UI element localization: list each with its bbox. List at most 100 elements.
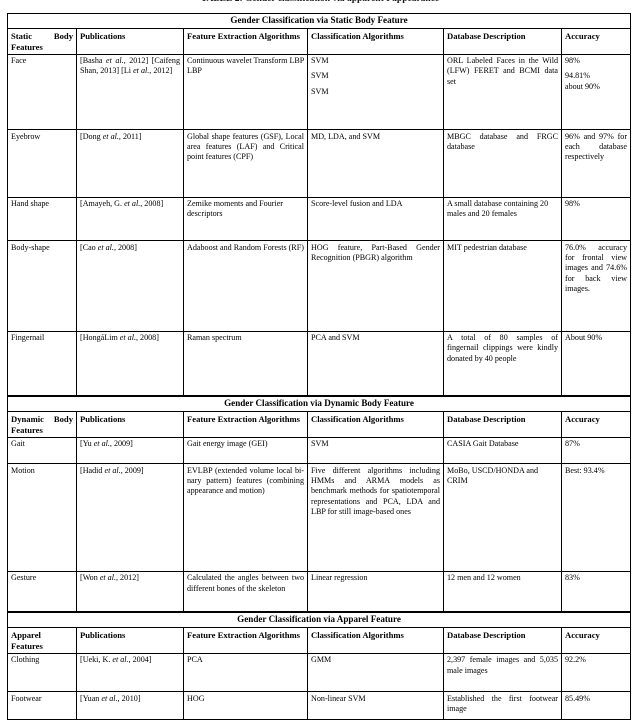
colhead-static-database: Database Description xyxy=(443,28,562,55)
colhead-apparel-classification: Classification Algorithms xyxy=(307,627,444,654)
cell-extraction: Raman spectrum xyxy=(183,330,308,397)
cell-database: MIT pedestrian database xyxy=(443,240,562,332)
table-row: Motion [Hadid et al., 2009] EVLBP (exten… xyxy=(7,463,632,572)
cell-feature: Motion xyxy=(7,463,77,572)
cell-classification: Linear regression xyxy=(307,570,444,613)
gender-classification-table: Gender Classification via Static Body Fe… xyxy=(6,12,632,720)
colhead-static-publications: Publications xyxy=(76,28,184,55)
cell-feature: Hand shape xyxy=(7,196,77,242)
section-title-static: Gender Classification via Static Body Fe… xyxy=(6,12,632,30)
cell-accuracy: Best: 93.4% xyxy=(560,463,632,572)
cell-accuracy: About 90% xyxy=(560,330,632,397)
cell-accuracy: 85.49% xyxy=(560,691,632,720)
cell-publications: [Yuan et al., 2010] xyxy=(76,691,184,720)
cell-classification: MD, LDA, and SVM xyxy=(307,129,444,198)
cell-feature: Fingernail xyxy=(7,330,77,397)
table-caption-strip: TABLE 2: Gender classification via appar… xyxy=(0,0,640,11)
sub-publication: [Basha et al., 2012] xyxy=(80,56,149,66)
colhead-dynamic-feature: Dynamic Body Features xyxy=(7,411,77,438)
cell-publications: [Dong et al., 2011] xyxy=(76,129,184,198)
cell-publications: [Hadid et al., 2009] xyxy=(76,463,184,572)
table-row: Clothing [Ueki, K. et al., 2004] PCA GMM… xyxy=(7,652,632,693)
colhead-static-extraction: Feature Extraction Algorithms xyxy=(183,28,308,55)
colhead-dynamic-publications: Publications xyxy=(76,411,184,438)
sub-publication: [Caifeng Shan, 2013] xyxy=(80,56,180,76)
cell-extraction: EVLBP (extended volume local bi-nary pat… xyxy=(183,463,308,572)
cell-classification: Five different algorithms including HMMs… xyxy=(307,463,444,572)
sub-classification: SVM xyxy=(311,56,329,66)
cell-accuracy: 76.0% accuracy for frontal view images a… xyxy=(560,240,632,332)
section-header-row-static: Gender Classification via Static Body Fe… xyxy=(6,12,632,30)
cell-classification: SVM SVM SVM xyxy=(307,53,444,131)
cell-accuracy: 83% xyxy=(560,570,632,613)
cell-classification: SVM xyxy=(307,436,444,465)
cell-database: MBGC database and FRGC database xyxy=(443,129,562,198)
sub-accuracy: 98% xyxy=(565,56,580,66)
colhead-dynamic-extraction: Feature Extraction Algorithms xyxy=(183,411,308,438)
sub-classification: SVM xyxy=(311,86,329,96)
table-row: Footwear [Yuan et al., 2010] HOG Non-lin… xyxy=(7,691,632,720)
colhead-apparel-feature: Apparel Features xyxy=(7,627,77,654)
sub-database: Labeled Faces in the Wild (LFW) xyxy=(447,56,558,76)
table-row: Gesture [Won et al., 2012] Calculated th… xyxy=(7,570,632,613)
colhead-apparel-accuracy: Accuracy xyxy=(560,627,632,654)
colhead-dynamic-classification: Classification Algorithms xyxy=(307,411,444,438)
sub-publication: [Li et al., 2012] xyxy=(121,66,173,76)
table-caption: TABLE 2: Gender classification via appar… xyxy=(0,0,640,4)
cell-extraction: Global shape features (GSF), Local area … xyxy=(183,129,308,198)
cell-database: ORL Labeled Faces in the Wild (LFW) FERE… xyxy=(443,53,562,131)
table-row: Fingernail [HongáLim et al., 2008] Raman… xyxy=(7,330,632,397)
cell-extraction: Zemike moments and Fourier descriptors xyxy=(183,196,308,242)
cell-publications: [Ueki, K. et al., 2004] xyxy=(76,652,184,693)
cell-feature: Face xyxy=(7,53,77,131)
cell-accuracy: 96% and 97% for each database respective… xyxy=(560,129,632,198)
cell-accuracy: 92.2% xyxy=(560,652,632,693)
sub-accuracy: 94.81% xyxy=(565,71,590,81)
cell-database: Established the first footwear image xyxy=(443,691,562,720)
cell-classification: GMM xyxy=(307,652,444,693)
cell-publications: [Cao et al., 2008] xyxy=(76,240,184,332)
cell-feature: Gait xyxy=(7,436,77,465)
gender-classification-table-wrapper: Gender Classification via Static Body Fe… xyxy=(6,12,632,720)
table-row: Eyebrow [Dong et al., 2011] Global shape… xyxy=(7,129,632,198)
colhead-apparel-publications: Publications xyxy=(76,627,184,654)
cell-classification: Score-level fusion and LDA xyxy=(307,196,444,242)
cell-feature: Footwear xyxy=(7,691,77,720)
cell-accuracy: 98% 94.81% about 90% xyxy=(560,53,632,131)
colhead-dynamic-accuracy: Accuracy xyxy=(560,411,632,438)
sub-database: ORL xyxy=(447,56,463,66)
colhead-dynamic-database: Database Description xyxy=(443,411,562,438)
sub-classification: SVM xyxy=(311,71,329,81)
colhead-static-feature: Static Body Features xyxy=(7,28,77,55)
cell-extraction: Calculated the angles between two differ… xyxy=(183,570,308,613)
cell-extraction: Gait energy image (GEI) xyxy=(183,436,308,465)
colhead-apparel-extraction: Feature Extraction Algorithms xyxy=(183,627,308,654)
table-row: Gait [Yu et al., 2009] Gait energy image… xyxy=(7,436,632,465)
cell-publications: [Basha et al., 2012] [Caifeng Shan, 2013… xyxy=(76,53,184,131)
cell-extraction: HOG xyxy=(183,691,308,720)
cell-classification: PCA and SVM xyxy=(307,330,444,397)
sub-extraction: LBP xyxy=(289,56,304,66)
sub-accuracy: about 90% xyxy=(565,81,600,91)
cell-database: CASIA Gait Database xyxy=(443,436,562,465)
cell-accuracy: 87% xyxy=(560,436,632,465)
table-row: Face [Basha et al., 2012] [Caifeng Shan,… xyxy=(7,53,632,131)
cell-extraction: PCA xyxy=(183,652,308,693)
cell-extraction: Continuous wavelet Transform LBP LBP xyxy=(183,53,308,131)
sub-database: FERET and BCMI data set xyxy=(447,66,558,86)
cell-feature: Clothing xyxy=(7,652,77,693)
column-header-row-dynamic: Dynamic Body Features Publications Featu… xyxy=(7,411,632,438)
cell-classification: Non-linear SVM xyxy=(307,691,444,720)
colhead-apparel-database: Database Description xyxy=(443,627,562,654)
cell-feature: Body-shape xyxy=(7,240,77,332)
cell-database: 12 men and 12 women xyxy=(443,570,562,613)
cell-feature: Eyebrow xyxy=(7,129,77,198)
cell-publications: [Won et al., 2012] xyxy=(76,570,184,613)
section-header-row-apparel: Gender Classification via Apparel Featur… xyxy=(6,611,632,629)
cell-publications: [Amayeh, G. et al., 2008] xyxy=(76,196,184,242)
section-title-apparel: Gender Classification via Apparel Featur… xyxy=(6,611,632,629)
cell-database: 2,397 female images and 5,035 male image… xyxy=(443,652,562,693)
cell-publications: [HongáLim et al., 2008] xyxy=(76,330,184,397)
column-header-row-apparel: Apparel Features Publications Feature Ex… xyxy=(7,627,632,654)
table-row: Hand shape [Amayeh, G. et al., 2008] Zem… xyxy=(7,196,632,242)
